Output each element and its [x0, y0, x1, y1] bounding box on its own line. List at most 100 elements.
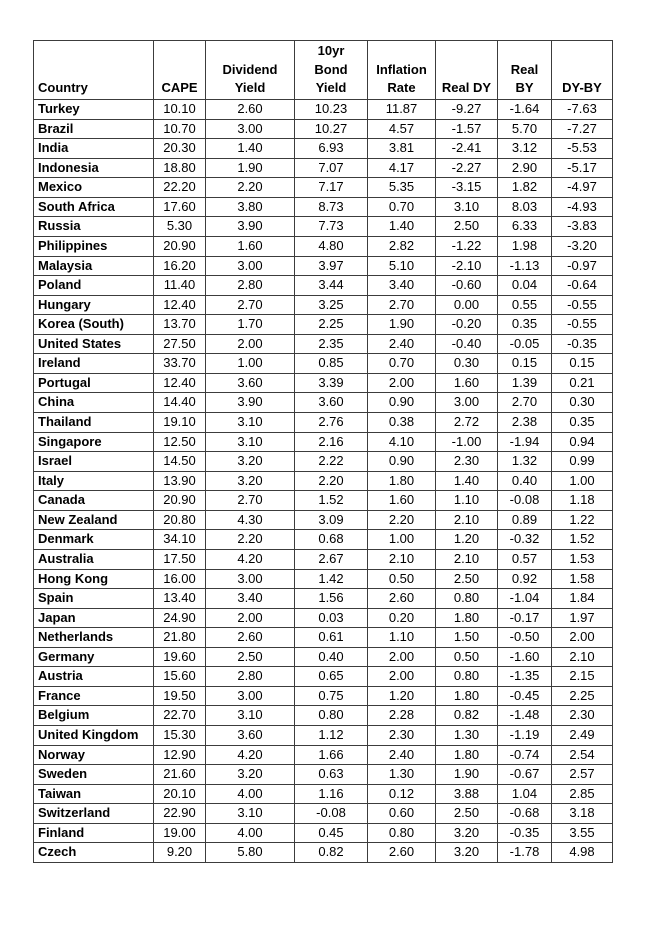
value-cell: -1.60: [497, 646, 552, 668]
value-cell: 20.90: [153, 490, 206, 511]
value-cell: 14.40: [153, 392, 206, 413]
value-cell: 3.40: [367, 275, 436, 296]
value-cell: -0.45: [497, 685, 552, 707]
country-cell: Israel: [33, 451, 154, 472]
value-cell: 0.15: [497, 353, 552, 374]
value-cell: 2.20: [205, 177, 295, 198]
value-cell: 2.30: [367, 725, 436, 746]
value-cell: 3.44: [294, 275, 368, 296]
value-cell: -0.60: [435, 275, 498, 296]
table-row: Hong Kong 16.00 3.00 1.42 0.50 2.50 0.92 1.58: [33, 568, 613, 590]
column-header-country: Country: [33, 40, 154, 100]
value-cell: 0.70: [367, 196, 436, 218]
value-cell: 3.60: [205, 725, 295, 746]
value-cell: -9.27: [435, 99, 498, 120]
country-cell: Korea (South): [33, 314, 154, 335]
value-cell: 0.82: [294, 842, 368, 863]
value-cell: 2.16: [294, 431, 368, 453]
value-cell: 2.70: [205, 294, 295, 316]
value-cell: 2.35: [294, 333, 368, 355]
value-cell: 9.20: [153, 842, 206, 863]
value-cell: 1.20: [367, 685, 436, 707]
table-row: Mexico 22.20 2.20 7.17 5.35 -3.15 1.82 -4.97: [33, 177, 613, 198]
table-row: Switzerland 22.90 3.10 -0.08 0.60 2.50 -0.68 3.…: [33, 803, 613, 824]
value-cell: 15.30: [153, 725, 206, 746]
value-cell: 10.70: [153, 118, 206, 140]
value-cell: 27.50: [153, 333, 206, 355]
country-cell: Czech: [33, 842, 154, 863]
value-cell: 5.30: [153, 216, 206, 237]
country-cell: Denmark: [33, 529, 154, 550]
value-cell: 12.50: [153, 431, 206, 453]
country-cell: Brazil: [33, 118, 154, 140]
value-cell: 0.40: [294, 646, 368, 668]
value-cell: 3.00: [205, 685, 295, 707]
value-cell: 1.90: [367, 314, 436, 335]
value-cell: 34.10: [153, 529, 206, 550]
value-cell: 2.38: [497, 412, 552, 433]
value-cell: 4.80: [294, 235, 368, 257]
value-cell: 1.12: [294, 725, 368, 746]
country-cell: Mexico: [33, 177, 154, 198]
value-cell: 1.52: [551, 529, 613, 550]
country-cell: Hungary: [33, 294, 154, 316]
value-cell: 3.60: [294, 392, 368, 413]
value-cell: 3.12: [497, 138, 552, 159]
value-cell: -4.97: [551, 177, 613, 198]
value-cell: 0.94: [551, 431, 613, 453]
country-cell: Singapore: [33, 431, 154, 453]
value-cell: 2.82: [367, 235, 436, 257]
value-cell: 0.21: [551, 372, 613, 394]
value-cell: -0.35: [551, 333, 613, 355]
value-cell: 3.20: [205, 764, 295, 785]
country-metrics-table: Country CAPE Dividend Yield 10yr Bond Yi…: [33, 40, 613, 863]
value-cell: 3.40: [205, 588, 295, 609]
value-cell: 0.75: [294, 685, 368, 707]
table-row: Japan 24.90 2.00 0.03 0.20 1.80 -0.17 1.97: [33, 607, 613, 629]
value-cell: -5.53: [551, 138, 613, 159]
value-cell: 3.20: [205, 470, 295, 492]
value-cell: 3.10: [205, 705, 295, 726]
value-cell: -0.08: [497, 490, 552, 511]
value-cell: 1.16: [294, 783, 368, 805]
value-cell: 18.80: [153, 157, 206, 179]
value-cell: 3.10: [435, 196, 498, 218]
value-cell: -1.57: [435, 118, 498, 140]
value-cell: 2.72: [435, 412, 498, 433]
value-cell: 1.04: [497, 783, 552, 805]
value-cell: 2.50: [435, 568, 498, 590]
value-cell: -1.00: [435, 431, 498, 453]
value-cell: 20.30: [153, 138, 206, 159]
value-cell: 12.40: [153, 372, 206, 394]
value-cell: 22.70: [153, 705, 206, 726]
value-cell: 1.18: [551, 490, 613, 511]
value-cell: 2.10: [367, 548, 436, 570]
value-cell: 2.70: [205, 490, 295, 511]
value-cell: 2.28: [367, 705, 436, 726]
table-row: Brazil 10.70 3.00 10.27 4.57 -1.57 5.70 -7.27: [33, 118, 613, 140]
value-cell: 2.60: [367, 588, 436, 609]
value-cell: -0.67: [497, 764, 552, 785]
value-cell: 0.35: [497, 314, 552, 335]
value-cell: 0.00: [435, 294, 498, 316]
value-cell: 17.60: [153, 196, 206, 218]
value-cell: -5.17: [551, 157, 613, 179]
value-cell: 3.09: [294, 509, 368, 531]
value-cell: 4.30: [205, 509, 295, 531]
value-cell: 1.52: [294, 490, 368, 511]
value-cell: -0.55: [551, 294, 613, 316]
value-cell: 21.60: [153, 764, 206, 785]
value-cell: 3.20: [435, 842, 498, 863]
value-cell: -7.27: [551, 118, 613, 140]
value-cell: 1.00: [367, 529, 436, 550]
value-cell: -1.13: [497, 255, 552, 277]
table-row: New Zealand 20.80 4.30 3.09 2.20 2.10 0.89 1.22: [33, 509, 613, 531]
country-cell: South Africa: [33, 196, 154, 218]
value-cell: 4.57: [367, 118, 436, 140]
value-cell: -1.48: [497, 705, 552, 726]
value-cell: -0.20: [435, 314, 498, 335]
value-cell: 2.49: [551, 725, 613, 746]
table-row: Singapore 12.50 3.10 2.16 4.10 -1.00 -1.94 0.94: [33, 431, 613, 453]
value-cell: 21.80: [153, 627, 206, 648]
